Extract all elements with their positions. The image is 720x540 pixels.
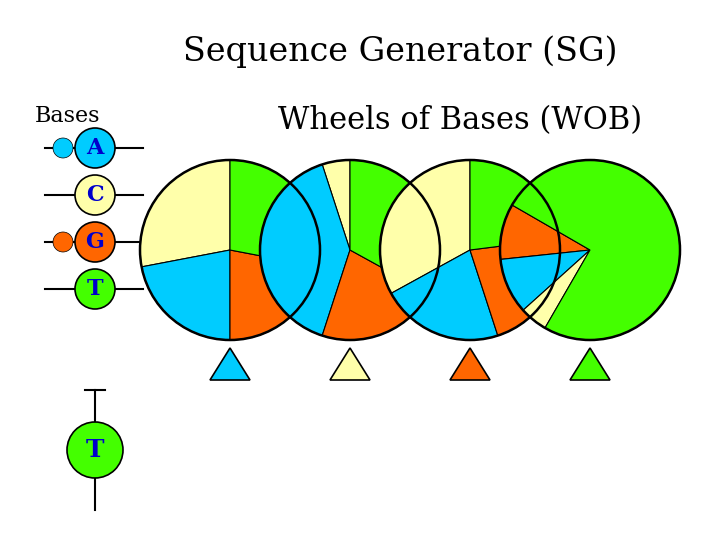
Polygon shape xyxy=(230,250,318,340)
Circle shape xyxy=(67,422,123,478)
Polygon shape xyxy=(512,160,680,340)
Polygon shape xyxy=(142,250,230,340)
Text: Bases: Bases xyxy=(35,105,101,127)
Circle shape xyxy=(75,222,115,262)
Polygon shape xyxy=(500,250,590,310)
Circle shape xyxy=(75,128,115,168)
Polygon shape xyxy=(523,250,590,328)
Polygon shape xyxy=(350,160,440,293)
Text: A: A xyxy=(86,137,104,159)
Polygon shape xyxy=(470,239,560,335)
Polygon shape xyxy=(380,160,470,293)
Text: G: G xyxy=(86,231,104,253)
Circle shape xyxy=(75,175,115,215)
Polygon shape xyxy=(391,250,498,340)
Polygon shape xyxy=(322,160,350,250)
Polygon shape xyxy=(260,164,350,335)
Circle shape xyxy=(53,138,73,158)
Circle shape xyxy=(53,232,73,252)
Polygon shape xyxy=(140,160,230,267)
Polygon shape xyxy=(230,160,320,267)
Text: Sequence Generator (SG): Sequence Generator (SG) xyxy=(183,35,617,68)
Text: Wheels of Bases (WOB): Wheels of Bases (WOB) xyxy=(278,105,642,136)
Polygon shape xyxy=(330,348,370,380)
Polygon shape xyxy=(322,250,429,340)
Text: T: T xyxy=(86,438,104,462)
Polygon shape xyxy=(210,348,250,380)
Text: T: T xyxy=(86,278,103,300)
Polygon shape xyxy=(570,348,610,380)
Text: C: C xyxy=(86,184,104,206)
Circle shape xyxy=(75,269,115,309)
Polygon shape xyxy=(450,348,490,380)
Polygon shape xyxy=(500,205,590,259)
Polygon shape xyxy=(470,160,559,250)
